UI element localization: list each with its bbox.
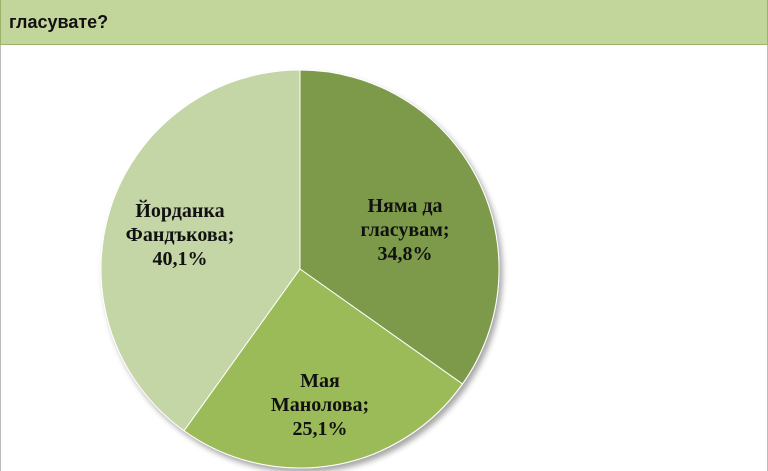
- label-separator: ;: [442, 219, 450, 241]
- chart-title: гласувате?: [9, 12, 109, 32]
- pie-slice: [299, 69, 500, 385]
- value-label: 40,1%: [152, 248, 208, 270]
- label-separator: ;: [362, 394, 370, 416]
- slice-label: Мая Манолова; 25,1%: [265, 369, 375, 441]
- pie: [100, 69, 500, 469]
- header: гласувате?: [0, 0, 768, 45]
- slice-label: Няма да гласувам; 34,8%: [340, 194, 470, 266]
- pie-slice: [183, 268, 464, 469]
- value-label: 34,8%: [377, 243, 433, 265]
- category-label: Няма да гласувам: [360, 195, 443, 241]
- category-label: Мая Манолова: [270, 370, 363, 416]
- label-separator: ;: [227, 224, 235, 246]
- category-label: Йорданка Фандъкова: [125, 200, 228, 246]
- value-label: 25,1%: [292, 418, 348, 440]
- slice-label: Йорданка Фандъкова; 40,1%: [115, 199, 245, 271]
- pie-slice: [100, 69, 301, 432]
